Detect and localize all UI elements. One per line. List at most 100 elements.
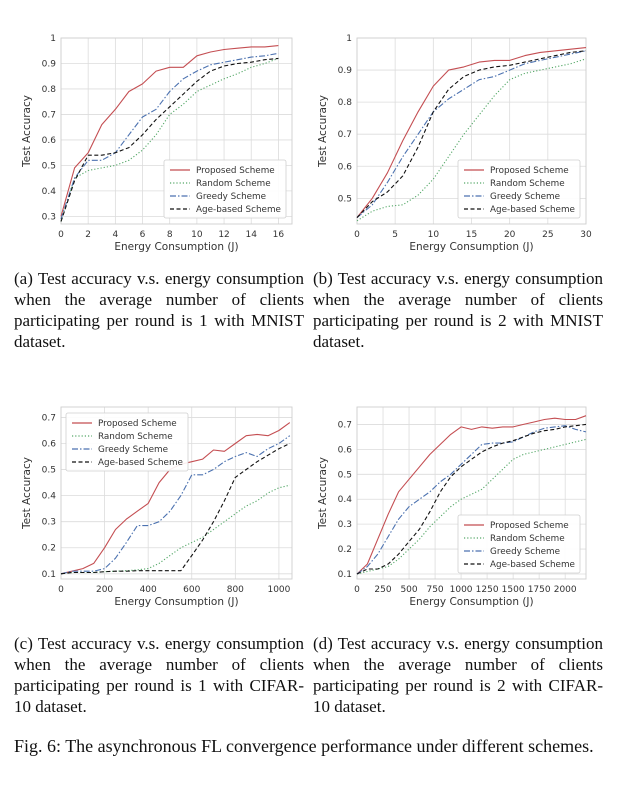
y-tick-label: 1	[50, 34, 56, 44]
legend-label: Age-based Scheme	[98, 458, 183, 468]
series-line-proposed-scheme	[356, 47, 587, 218]
x-tick-label: 0	[58, 585, 64, 595]
x-tick-label: 2	[85, 230, 91, 240]
x-tick-label: 4	[112, 230, 118, 240]
y-tick-label: 0.4	[42, 187, 57, 197]
chart-d-cifar10-2-clients: 0 250 500 750 1000 1250 1500 1750 2000 0.1 0.2 0.3 0…	[317, 406, 587, 608]
x-tick-label: 1000	[267, 585, 290, 595]
y-tick-label: 0.9	[338, 66, 353, 76]
series-line-greedy-scheme	[356, 425, 587, 575]
y-tick-label: 0.5	[338, 194, 352, 204]
series-line-age-based-scheme	[60, 443, 291, 575]
legend-label: Greedy Scheme	[490, 547, 560, 557]
series-line-proposed-scheme	[60, 45, 279, 217]
figure-caption: Fig. 6: The asynchronous FL convergence …	[14, 736, 594, 756]
x-tick-label: 1750	[528, 585, 551, 595]
y-tick-label: 0.2	[42, 544, 56, 554]
x-axis-label: Energy Consumption (J)	[114, 241, 238, 253]
x-tick-label: 800	[227, 585, 244, 595]
chart-c-cifar10-1-client: 0 200 400 600 800 1000 0.1 0.2 0.3 0.4 0.5 0.6 0.7 En…	[21, 406, 293, 608]
y-tick-label: 0.5	[338, 470, 352, 480]
y-tick-label: 1	[346, 34, 352, 44]
y-axis-label: Test Accuracy	[21, 457, 33, 530]
x-tick-label: 2000	[554, 585, 577, 595]
y-tick-label: 0.2	[338, 545, 352, 555]
plot-frame	[60, 406, 293, 580]
legend-label: Age-based Scheme	[490, 560, 575, 570]
series-line-greedy-scheme	[60, 435, 291, 575]
x-tick-label: 500	[400, 585, 417, 595]
legend-label: Proposed Scheme	[196, 166, 275, 176]
x-tick-label: 16	[273, 230, 285, 240]
x-tick-label: 1000	[450, 585, 473, 595]
x-tick-label: 400	[140, 585, 157, 595]
x-tick-label: 0	[354, 230, 360, 240]
legend-label: Age-based Scheme	[490, 205, 575, 215]
x-tick-label: 200	[96, 585, 113, 595]
x-tick-label: 8	[167, 230, 173, 240]
y-tick-label: 0.7	[338, 420, 352, 430]
y-tick-label: 0.4	[338, 495, 353, 505]
legend: Proposed Scheme Random Scheme Greedy Schem…	[457, 514, 581, 574]
x-tick-label: 600	[183, 585, 200, 595]
legend-label: Random Scheme	[98, 432, 173, 442]
legend: Proposed Scheme Random Scheme Greedy Schem…	[457, 159, 581, 219]
x-tick-label: 20	[504, 230, 516, 240]
x-tick-label: 25	[542, 230, 553, 240]
series-line-random-scheme	[356, 438, 587, 575]
x-tick-label: 1500	[502, 585, 525, 595]
x-tick-label: 1250	[476, 585, 499, 595]
y-tick-label: 0.1	[42, 570, 56, 580]
x-tick-label: 12	[218, 230, 229, 240]
legend-box	[65, 412, 189, 472]
y-tick-label: 0.4	[42, 492, 57, 502]
legend-label: Greedy Scheme	[490, 192, 560, 202]
y-tick-label: 0.9	[42, 59, 57, 69]
y-tick-label: 0.7	[42, 413, 56, 423]
legend-label: Proposed Scheme	[98, 419, 177, 429]
caption-d: (d) Test accuracy v.s. energy consumptio…	[313, 634, 603, 716]
x-tick-label: 6	[140, 230, 146, 240]
chart-a-mnist-1-client: 0 2 4 6 8 10 12 14 16 0.3 0.4 0.5 0.6 0.7 0.8 0.9 1 Energ…	[21, 34, 293, 253]
y-tick-label: 0.5	[42, 466, 56, 476]
series-line-proposed-scheme	[356, 415, 587, 575]
legend-box	[457, 514, 581, 574]
x-tick-label: 14	[246, 230, 258, 240]
plot-frame	[60, 37, 293, 225]
caption-b: (b) Test accuracy v.s. energy consumptio…	[313, 269, 603, 351]
plot-frame	[356, 406, 587, 580]
series-line-age-based-scheme	[356, 50, 587, 218]
legend-label: Greedy Scheme	[196, 192, 266, 202]
plot-frame	[356, 37, 587, 225]
x-tick-label: 15	[466, 230, 477, 240]
series-line-greedy-scheme	[356, 50, 587, 219]
y-tick-label: 0.3	[338, 520, 352, 530]
y-tick-label: 0.3	[42, 518, 56, 528]
y-tick-label: 0.8	[338, 98, 353, 108]
x-tick-label: 250	[374, 585, 391, 595]
x-axis-label: Energy Consumption (J)	[409, 596, 533, 608]
x-tick-label: 30	[580, 230, 592, 240]
caption-c: (c) Test accuracy v.s. energy consumptio…	[14, 634, 304, 716]
y-tick-label: 0.7	[42, 110, 56, 120]
y-tick-label: 0.3	[42, 212, 56, 222]
legend: Proposed Scheme Random Scheme Greedy Schem…	[65, 412, 189, 472]
y-tick-label: 0.8	[42, 85, 57, 95]
y-tick-label: 0.6	[338, 162, 353, 172]
x-tick-label: 0	[354, 585, 360, 595]
series-line-age-based-scheme	[60, 57, 279, 222]
legend-label: Random Scheme	[490, 179, 565, 189]
y-axis-label: Test Accuracy	[317, 95, 329, 168]
series-line-random-scheme	[60, 57, 279, 222]
y-tick-label: 0.6	[42, 439, 57, 449]
x-tick-label: 750	[426, 585, 443, 595]
y-tick-label: 0.7	[338, 130, 352, 140]
legend-label: Random Scheme	[490, 534, 565, 544]
x-axis-label: Energy Consumption (J)	[114, 596, 238, 608]
legend-label: Greedy Scheme	[98, 445, 168, 455]
series-line-greedy-scheme	[60, 52, 279, 220]
legend-box	[457, 159, 581, 219]
x-tick-label: 10	[428, 230, 440, 240]
y-axis-label: Test Accuracy	[21, 95, 33, 168]
x-tick-label: 0	[58, 230, 64, 240]
